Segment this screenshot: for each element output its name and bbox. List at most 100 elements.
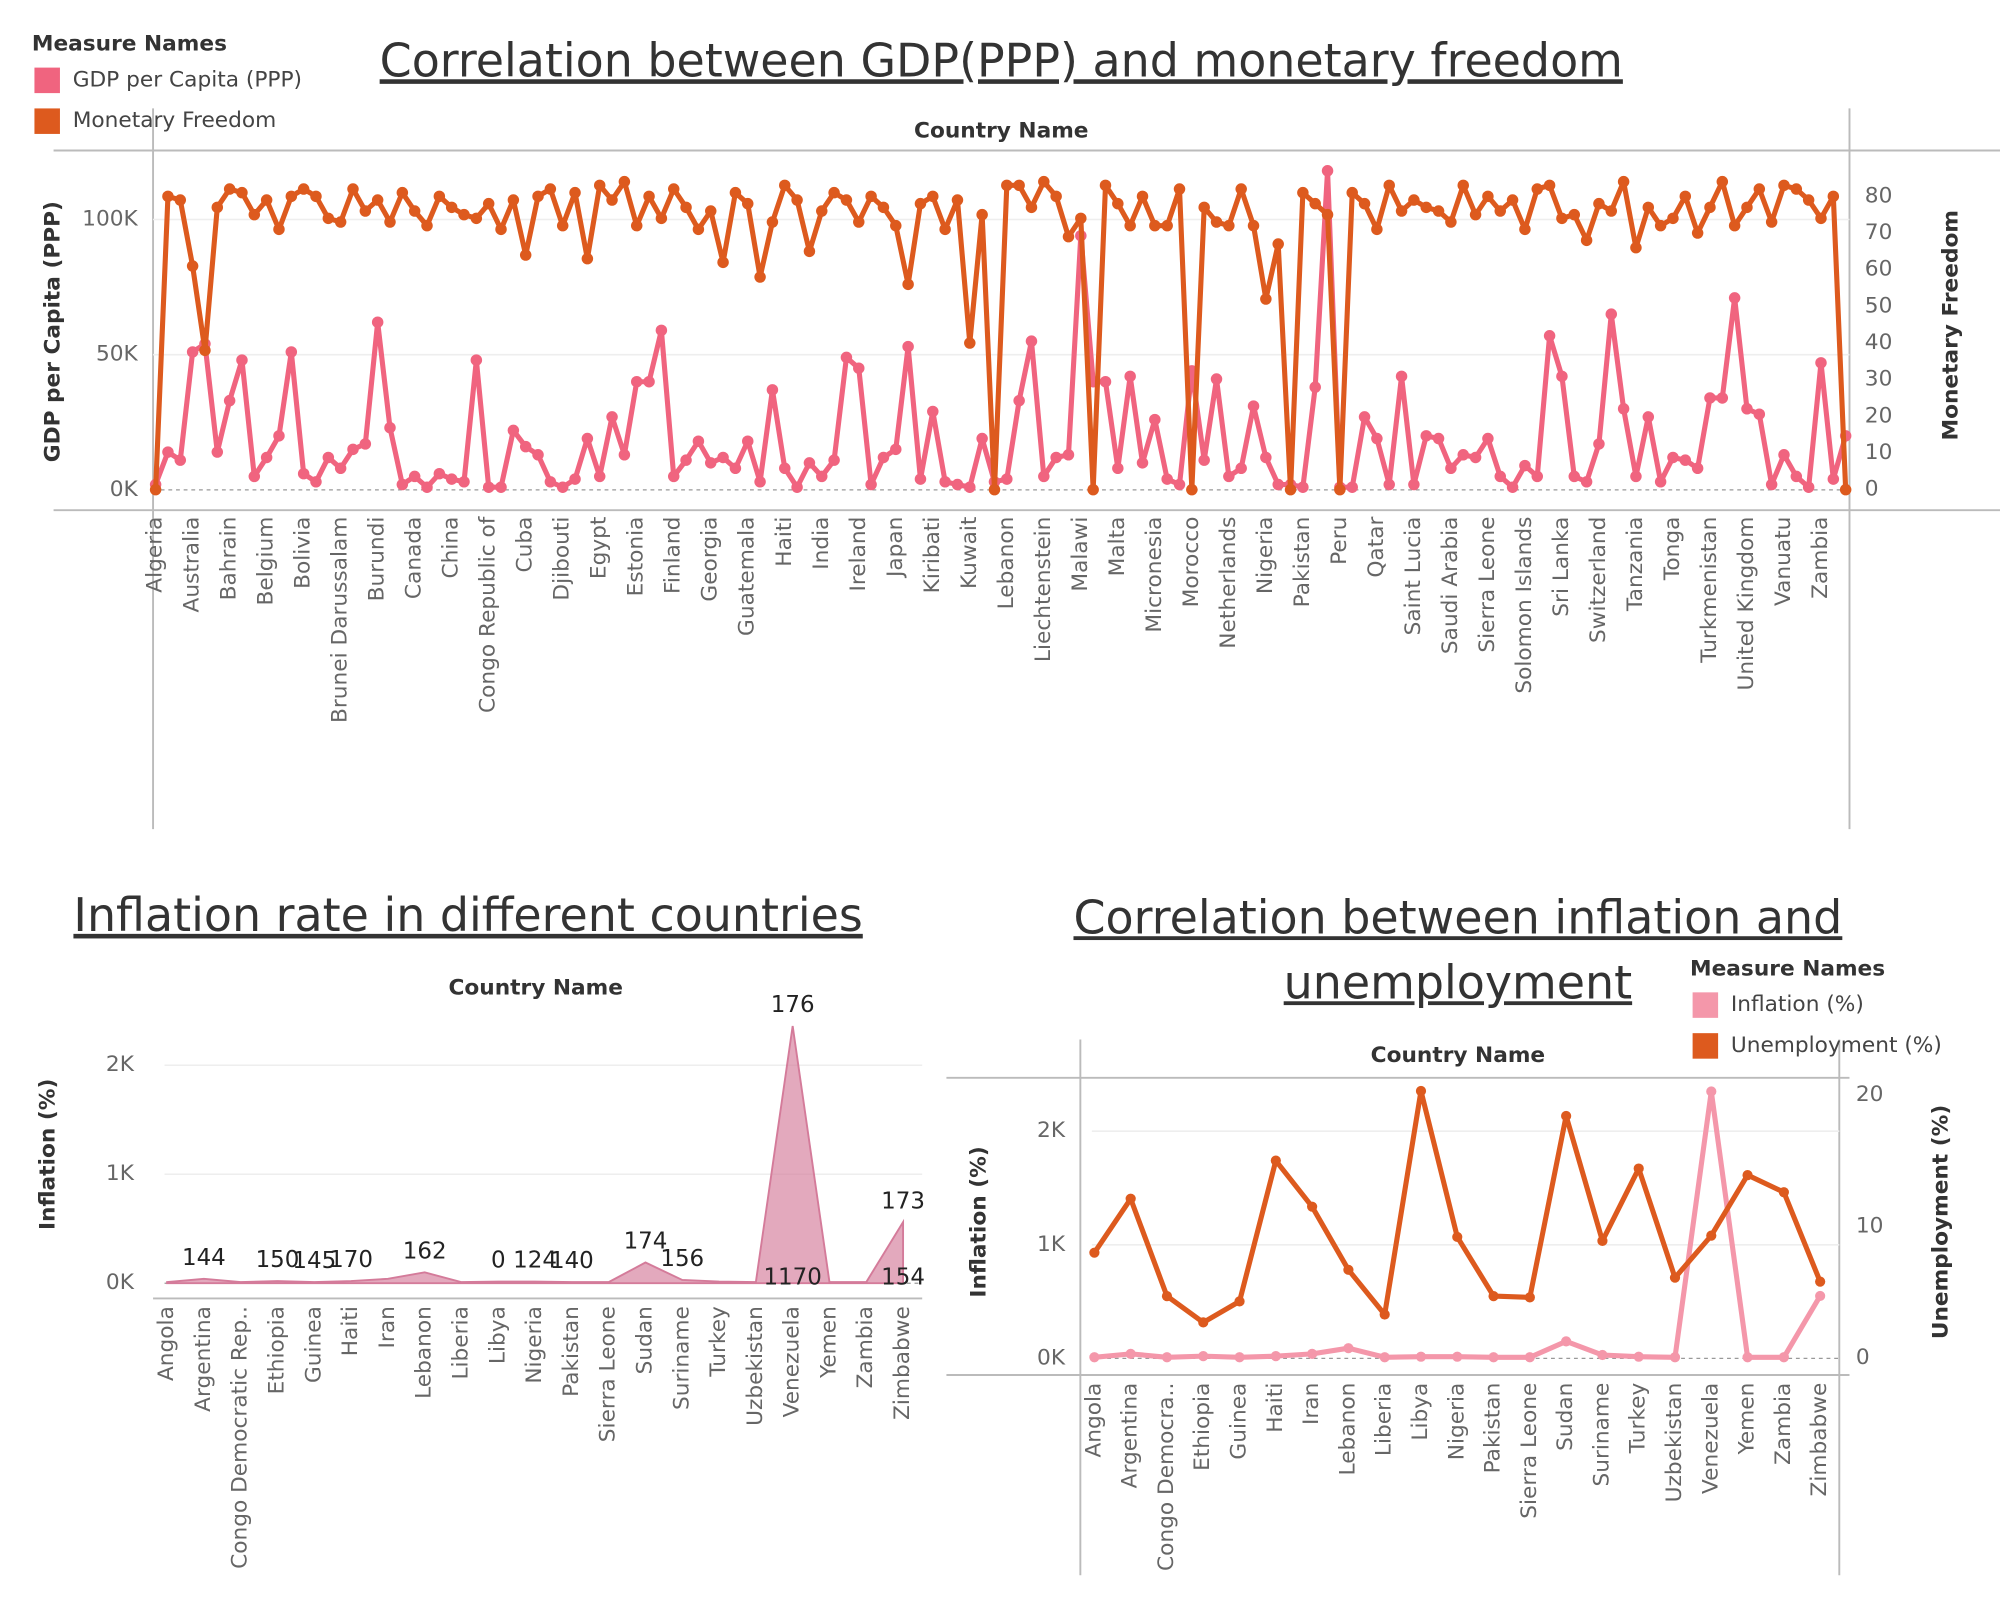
data-point [1038,470,1050,483]
data-point [1488,1352,1499,1363]
x-tick-label: Sierra Leone [1475,517,1500,653]
data-point [1198,1317,1209,1328]
data-point [470,354,483,366]
data-point [1741,201,1753,214]
data-point [334,462,347,475]
data-point [1270,1351,1281,1362]
data-point [1669,1352,1681,1363]
data-point [408,470,421,483]
data-point [865,190,877,203]
data-point [1260,451,1272,464]
data-point [779,179,791,192]
data-point [927,190,939,203]
data-point [1630,241,1642,254]
legend-swatch [1692,992,1719,1018]
data-point [877,201,890,214]
x-tick-label: Liberia [1372,1383,1397,1456]
data-point [1778,1187,1789,1198]
data-point [1691,227,1704,239]
data-point [791,481,803,493]
legend-label: Inflation (%) [1731,992,1864,1017]
x-tick-label: Venezuela [780,1306,805,1417]
data-point [606,411,618,423]
data-point [1379,1309,1390,1320]
data-point [1568,470,1581,483]
data-point [273,430,285,442]
series-line [153,179,1849,493]
x-axis-title: Country Name [1371,1043,1545,1068]
x-tick-label: Congo Democratic Rep.. [228,1306,253,1569]
data-point [1469,208,1482,221]
data-point [1284,483,1297,496]
data-point [1679,454,1692,466]
x-tick-label: Zimbabwe [890,1306,915,1420]
x-tick-label: Estonia [624,517,649,597]
tick-label: 0 [1865,477,1879,502]
data-point [1001,473,1013,485]
data-point [1408,478,1420,491]
data-label: 1170 [763,1265,821,1291]
data-point [359,205,372,217]
data-point [976,208,988,221]
data-point [1706,1230,1717,1241]
chart-title: Inflation rate in different countries [73,888,862,942]
data-point [1234,1296,1245,1307]
data-label: 145 [292,1248,336,1274]
x-tick-label: Sri Lanka [1549,517,1574,617]
data-point [260,194,273,206]
data-point [828,454,840,466]
tick-label: 1K [1037,1232,1066,1257]
x-tick-label: Sierra Leone [596,1306,621,1442]
data-point [260,451,273,464]
tick-label: 10 [1856,1213,1884,1238]
data-point [964,481,976,493]
data-point [1531,183,1543,195]
data-point [507,194,520,206]
data-point [1482,432,1494,445]
data-point [779,462,791,475]
data-point [186,346,199,358]
x-tick-label: Vanuatu [1771,517,1796,606]
x-tick-label: Uzbekistan [1662,1383,1687,1503]
data-point [1452,1351,1463,1362]
data-point [544,476,557,488]
x-tick-label: Zambia [1771,1383,1796,1465]
data-point [211,446,224,458]
data-point [1506,194,1519,206]
data-label: 150 [256,1247,300,1273]
data-point [1307,1201,1318,1212]
data-point [1617,403,1630,415]
data-point [1452,1231,1463,1243]
x-tick-label: Uzbekistan [743,1306,768,1426]
data-point [1210,216,1223,228]
x-tick-label: Suriname [669,1306,694,1410]
tick-label: 100K [82,206,138,231]
x-tick-label: Japan [883,517,908,579]
data-point [1343,1343,1354,1354]
data-point [1234,1352,1245,1363]
data-point [1802,194,1815,206]
x-tick-label: Congo Republic of [476,515,501,713]
data-label: 0 [491,1248,506,1274]
data-point [976,432,988,445]
data-point [1568,208,1581,221]
chart-title: Correlation between GDP(PPP) and monetar… [380,33,1623,87]
data-point [544,183,557,195]
data-point [890,219,902,232]
x-tick-label: Lebanon [412,1306,437,1399]
data-point [1543,179,1556,192]
data-point [1415,1085,1427,1097]
x-tick-label: Turkey [1626,1382,1651,1454]
data-point [507,424,520,437]
data-point [174,454,187,466]
data-point [939,476,951,488]
x-tick-label: Finland [661,517,686,594]
x-tick-label: Malta [1105,517,1130,577]
x-axis-title: Country Name [914,118,1088,143]
data-point [384,216,396,228]
x-tick-label: China [439,517,464,579]
tick-label: 0K [110,477,139,502]
x-tick-label: India [809,517,834,570]
legend-label: Unemployment (%) [1731,1033,1942,1058]
x-tick-label: Canada [402,517,427,599]
